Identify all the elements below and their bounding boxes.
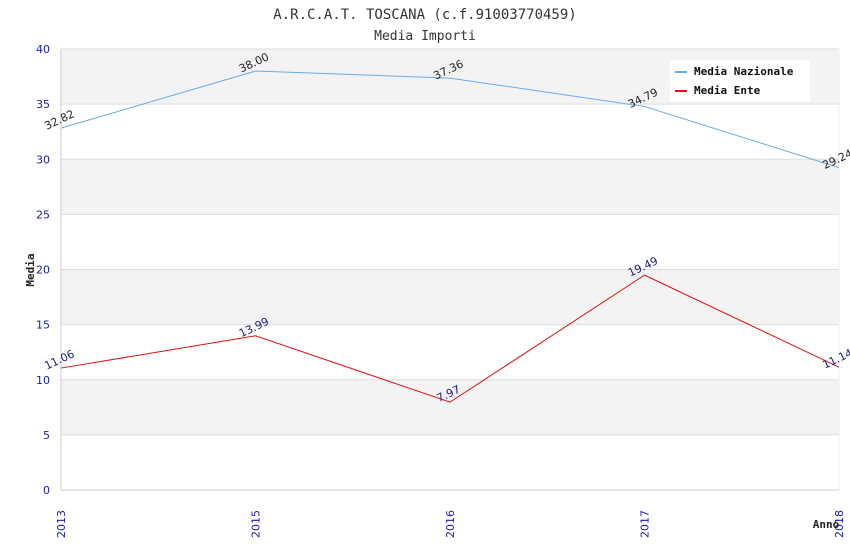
y-tick-label: 0 <box>43 484 50 497</box>
x-tick-label: 2018 <box>833 510 846 538</box>
legend-label-media-ente: Media Ente <box>694 84 761 97</box>
y-tick-label: 35 <box>36 98 50 111</box>
grid-band <box>61 214 839 270</box>
x-tick-label: 2015 <box>250 510 263 538</box>
y-tick-label: 15 <box>36 319 50 332</box>
y-tick-label: 30 <box>36 153 50 166</box>
grid-band <box>61 324 839 380</box>
chart-subtitle: Media Importi <box>374 29 476 44</box>
y-tick-label: 10 <box>36 374 50 387</box>
grid-band <box>61 159 839 215</box>
y-tick-label: 25 <box>36 208 50 221</box>
legend: Media Nazionale Media Ente <box>670 60 810 102</box>
grid-band <box>61 379 839 435</box>
grid-bands <box>61 49 839 490</box>
grid-band <box>61 434 839 490</box>
x-axis-label: Anno <box>813 518 840 531</box>
series-line-media-ente <box>60 274 840 403</box>
series-line-media-nazionale <box>60 70 840 169</box>
legend-box <box>670 60 810 102</box>
axes <box>60 49 840 491</box>
x-tick-label: 2017 <box>639 510 652 538</box>
grid-band <box>61 269 839 325</box>
y-tick-label: 40 <box>36 43 50 56</box>
y-tick-label: 5 <box>43 429 50 442</box>
chart-title: A.R.C.A.T. TOSCANA (c.f.91003770459) <box>273 7 576 23</box>
grid-band <box>61 104 839 160</box>
y-tick-labels: 0 5 10 15 20 25 30 35 40 <box>36 43 50 497</box>
y-axis-label: Media <box>24 253 37 286</box>
x-tick-label: 2016 <box>444 510 457 538</box>
x-tick-label: 2013 <box>55 510 68 538</box>
x-tick-labels: 2013 2015 2016 2017 2018 <box>55 510 846 538</box>
legend-label-media-nazionale: Media Nazionale <box>694 65 794 78</box>
series-group <box>60 70 840 403</box>
y-tick-label: 20 <box>36 264 50 277</box>
